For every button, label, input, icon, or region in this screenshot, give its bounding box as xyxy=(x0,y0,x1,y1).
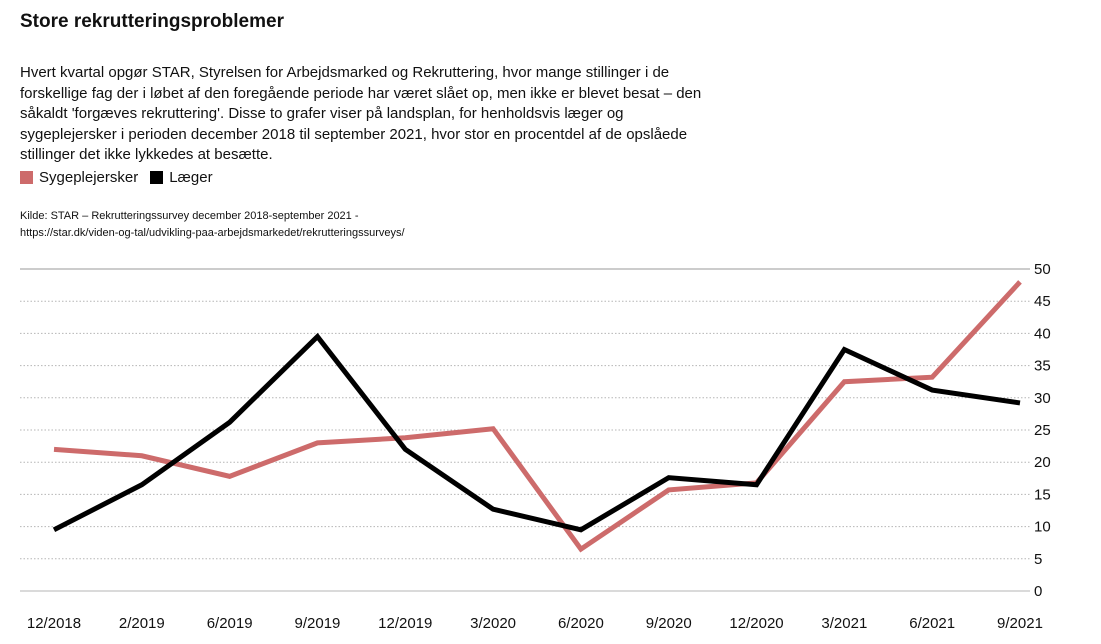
legend-label-sygeplejersker: Sygeplejersker xyxy=(39,169,139,186)
legend-swatch-sygeplejersker xyxy=(20,171,33,184)
y-tick-label-10: 10 xyxy=(1034,519,1051,536)
source-url: https://star.dk/viden-og-tal/udvikling-p… xyxy=(20,227,405,239)
y-tick-label-25: 25 xyxy=(1034,422,1051,439)
x-tick-label-12-2019: 12/2019 xyxy=(378,615,432,632)
series-line-laeger xyxy=(52,332,1021,533)
y-tick-label-0: 0 xyxy=(1034,583,1042,600)
source-note: Kilde: STAR – Rekrutteringssurvey decemb… xyxy=(20,208,405,242)
legend-swatch-laeger xyxy=(150,171,164,184)
y-tick-label-5: 5 xyxy=(1034,551,1042,568)
series-line-sygeplejersker xyxy=(53,280,1022,553)
legend-item-sygeplejersker: Sygeplejersker xyxy=(20,169,138,186)
x-tick-label-9-2021: 9/2021 xyxy=(997,615,1043,632)
x-tick-label-3-2021: 3/2021 xyxy=(821,615,867,632)
y-tick-label-45: 45 xyxy=(1034,293,1051,310)
y-tick-label-40: 40 xyxy=(1034,325,1051,342)
x-tick-label-2-2019: 2/2019 xyxy=(119,615,165,632)
x-tick-label-6-2021: 6/2021 xyxy=(909,615,955,632)
x-tick-label-9-2019: 9/2019 xyxy=(295,615,341,632)
legend-label-laeger: Læger xyxy=(169,169,213,186)
page-title: Store rekrutteringsproblemer xyxy=(20,11,284,32)
x-tick-label-6-2019: 6/2019 xyxy=(207,615,253,632)
y-tick-label-50: 50 xyxy=(1034,261,1051,278)
x-tick-label-6-2020: 6/2020 xyxy=(558,615,604,632)
x-tick-label-3-2020: 3/2020 xyxy=(470,615,516,632)
x-tick-label-12-2018: 12/2018 xyxy=(27,615,81,632)
y-tick-label-30: 30 xyxy=(1034,390,1051,407)
y-tick-label-20: 20 xyxy=(1034,454,1051,471)
x-tick-label-9-2020: 9/2020 xyxy=(646,615,692,632)
x-tick-label-12-2020: 12/2020 xyxy=(729,615,783,632)
y-tick-label-15: 15 xyxy=(1034,486,1051,503)
legend: Sygeplejersker Læger xyxy=(20,169,225,186)
y-tick-label-35: 35 xyxy=(1034,358,1051,375)
description: Hvert kvartal opgør STAR, Styrelsen for … xyxy=(20,64,702,163)
source-line-1: Kilde: STAR – Rekrutteringssurvey decemb… xyxy=(20,210,359,222)
legend-item-laeger: Læger xyxy=(150,169,213,186)
